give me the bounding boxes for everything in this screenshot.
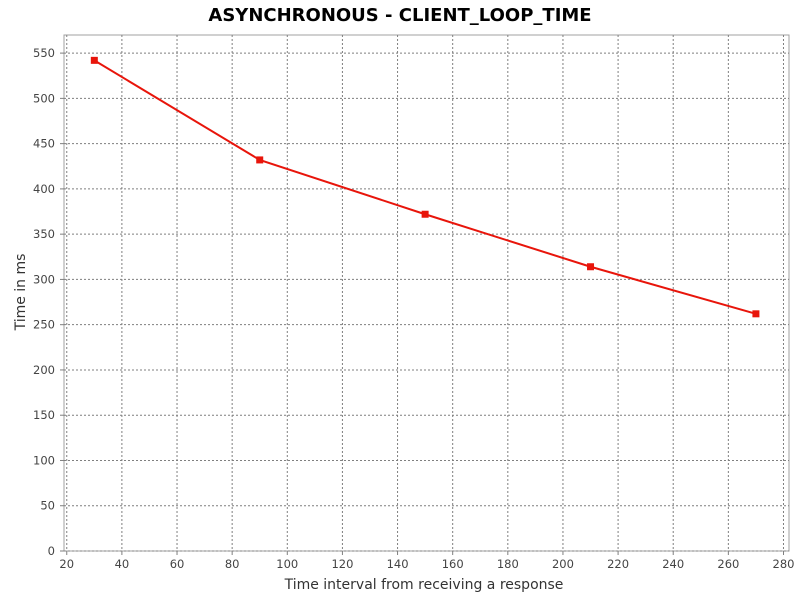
series-layer	[90, 56, 760, 318]
y-tick-label: 550	[33, 46, 55, 60]
y-tick-label: 100	[33, 453, 55, 467]
y-tick-label: 50	[40, 499, 55, 513]
data-point-marker	[752, 310, 760, 318]
x-axis-label: Time interval from receiving a response	[284, 577, 564, 593]
chart-title: ASYNCHRONOUS - CLIENT_LOOP_TIME	[208, 5, 591, 26]
y-axis-label: Time in ms	[13, 254, 29, 332]
grid-lines	[64, 35, 789, 552]
y-tick-label: 350	[33, 227, 55, 241]
x-tick-label: 240	[662, 557, 684, 571]
y-tick-label: 250	[33, 318, 55, 332]
data-point-marker	[587, 263, 595, 271]
x-tick-label: 200	[552, 557, 574, 571]
x-tick-label: 40	[115, 557, 130, 571]
x-tick-label: 100	[276, 557, 298, 571]
x-tick-label: 180	[497, 557, 519, 571]
y-tick-label: 0	[48, 544, 55, 558]
plot-area	[63, 34, 790, 552]
y-tick-label: 300	[33, 272, 55, 286]
x-tick-label: 220	[607, 557, 629, 571]
axis-ticks: 20 40 60 80 100 120 140 160 180 200 220 240 260 280 0 5…	[33, 46, 794, 571]
y-tick-label: 400	[33, 182, 55, 196]
y-tick-label: 200	[33, 363, 55, 377]
y-tick-label: 150	[33, 408, 55, 422]
y-tick-label: 500	[33, 91, 55, 105]
y-tick-label: 450	[33, 137, 55, 151]
x-tick-label: 260	[717, 557, 739, 571]
data-point-marker	[256, 156, 264, 164]
x-tick-label: 140	[387, 557, 409, 571]
x-tick-label: 20	[59, 557, 74, 571]
x-tick-label: 60	[170, 557, 185, 571]
data-point-marker	[421, 210, 429, 218]
x-tick-label: 160	[442, 557, 464, 571]
x-tick-label: 120	[331, 557, 353, 571]
x-tick-label: 80	[225, 557, 240, 571]
data-point-marker	[90, 56, 98, 64]
x-tick-label: 280	[773, 557, 795, 571]
